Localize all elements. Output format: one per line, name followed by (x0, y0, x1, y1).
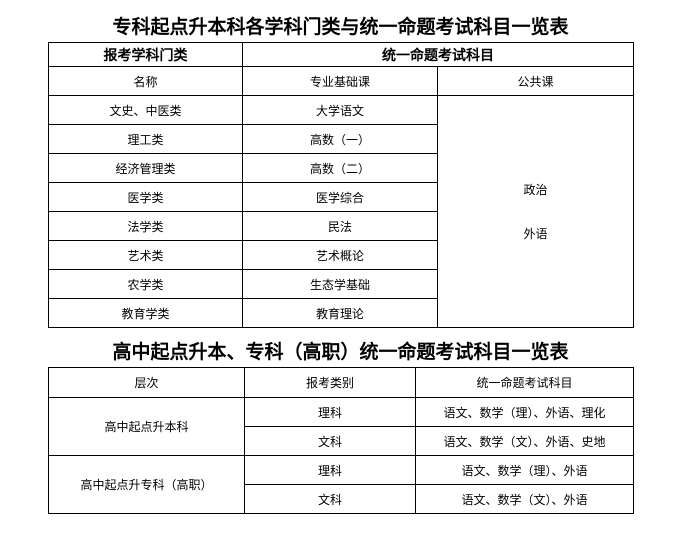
cell-name: 法学类 (48, 211, 243, 241)
cell-subjects: 语文、数学（文）、外语、史地 (415, 426, 634, 456)
cell-basic: 民法 (242, 211, 438, 241)
cell-subjects: 语文、数学（文）、外语 (415, 484, 634, 514)
table2-title: 高中起点升本、专科（高职）统一命题考试科目一览表 (112, 341, 569, 363)
cell-level: 高中起点升本科 (48, 397, 245, 456)
table-row: 经济管理类 高数（二） (48, 153, 634, 183)
table-row: 文科 语文、数学（文）、外语、史地 (49, 426, 634, 456)
cell-name: 艺术类 (48, 240, 243, 270)
cell-subjects: 语文、数学（理）、外语 (415, 455, 634, 485)
header-row: 层次 报考类别 统一命题考试科目 (48, 367, 634, 398)
cell-name: 农学类 (48, 269, 243, 299)
table-row: 法学类 民法 (48, 211, 634, 241)
cell-basic: 大学语文 (242, 95, 438, 125)
header-public: 公共课 (437, 66, 634, 96)
cell-level: 高中起点升专科（高职） (48, 455, 245, 514)
table-row: 文科 语文、数学（文）、外语 (49, 484, 634, 514)
sub-header-row: 名称 专业基础课 公共课 (48, 66, 634, 96)
table1-title: 专科起点升本科各学科门类与统一命题考试科目一览表 (112, 16, 569, 38)
cell-category: 文科 (244, 484, 416, 514)
table-row: 理工类 高数（一） (48, 124, 634, 154)
cell-category: 理科 (244, 455, 416, 485)
cell-category: 文科 (244, 426, 416, 456)
header-basic: 专业基础课 (242, 66, 438, 96)
group-header-exam: 统一命题考试科目 (242, 42, 634, 67)
table-row: 农学类 生态学基础 (48, 269, 634, 299)
public-course: 外语 (523, 226, 548, 241)
table-row: 医学类 医学综合 (48, 182, 634, 212)
header-subjects: 统一命题考试科目 (415, 367, 634, 398)
table-row: 文史、中医类 大学语文 政治 外语 (48, 95, 634, 328)
group-header-row: 报考学科门类 统一命题考试科目 (48, 42, 634, 67)
group-header-category: 报考学科门类 (48, 42, 243, 67)
cell-basic: 高数（一） (242, 124, 438, 154)
table-row: 高中起点升专科（高职） 理科 语文、数学（理）、外语 (48, 455, 634, 514)
cell-basic: 医学综合 (242, 182, 438, 212)
header-category: 报考类别 (244, 367, 416, 398)
table-row: 教育学类 教育理论 (48, 298, 634, 328)
undergrad-subjects-table: 报考学科门类 统一命题考试科目 名称 专业基础课 公共课 文史、中医类 大学语文… (48, 42, 634, 328)
table-row: 艺术类 艺术概论 (48, 240, 634, 270)
cell-name: 经济管理类 (48, 153, 243, 183)
header-name: 名称 (48, 66, 243, 96)
cell-subjects: 语文、数学（理）、外语、理化 (415, 397, 634, 427)
header-level: 层次 (48, 367, 245, 398)
cell-basic: 生态学基础 (242, 269, 438, 299)
cell-basic: 教育理论 (242, 298, 438, 328)
cell-basic: 高数（二） (242, 153, 438, 183)
highschool-subjects-table: 层次 报考类别 统一命题考试科目 高中起点升本科 理科 语文、数学（理）、外语、… (48, 367, 634, 514)
table-row: 高中起点升本科 理科 语文、数学（理）、外语、理化 (48, 397, 634, 456)
cell-name: 理工类 (48, 124, 243, 154)
cell-public-courses: 政治 外语 (437, 95, 634, 328)
cell-name: 教育学类 (48, 298, 243, 328)
public-course: 政治 (523, 182, 548, 197)
cell-name: 医学类 (48, 182, 243, 212)
cell-category: 理科 (244, 397, 416, 427)
cell-basic: 艺术概论 (242, 240, 438, 270)
cell-name: 文史、中医类 (48, 95, 243, 125)
